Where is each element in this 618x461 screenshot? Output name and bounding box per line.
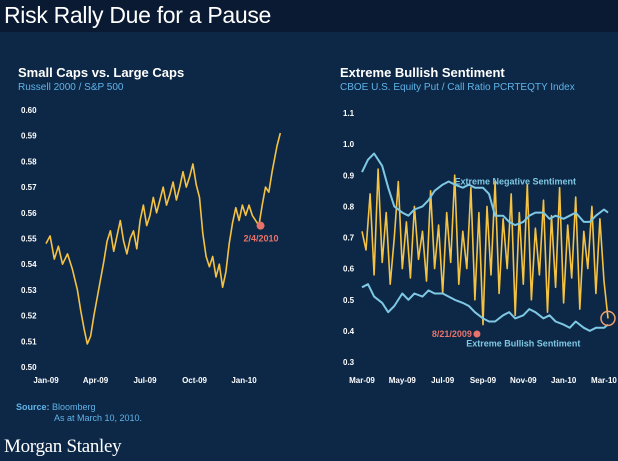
- y-tick-label: 0.54: [21, 260, 37, 269]
- y-tick-label: 0.52: [21, 312, 37, 321]
- annotation-label: Extreme Bullish Sentiment: [466, 338, 580, 348]
- y-tick-label: 0.50: [21, 363, 37, 372]
- y-tick-label: 0.3: [343, 358, 355, 367]
- page-title: Risk Rally Due for a Pause: [4, 2, 272, 28]
- x-tick-label: Jan-10: [551, 376, 577, 385]
- x-tick-label: Jul-09: [431, 376, 455, 385]
- left-chart-title: Small Caps vs. Large Caps: [18, 65, 185, 80]
- y-tick-label: 0.59: [21, 132, 37, 141]
- annotation-marker: [473, 330, 481, 338]
- y-tick-label: 0.60: [21, 106, 37, 115]
- y-tick-label: 0.7: [343, 234, 355, 243]
- x-tick-label: Mar-10: [591, 376, 617, 385]
- x-tick-label: Sep-09: [470, 376, 497, 385]
- series-line: [361, 283, 609, 332]
- y-tick-label: 0.53: [21, 286, 37, 295]
- y-tick-label: 1.1: [343, 109, 355, 118]
- y-tick-label: 0.6: [343, 265, 355, 274]
- annotation-label: 8/21/2009: [432, 329, 472, 339]
- x-tick-label: Nov-09: [510, 376, 537, 385]
- series-line: [361, 152, 609, 227]
- x-tick-label: Apr-09: [83, 376, 109, 385]
- right-chart-subtitle: CBOE U.S. Equity Put / Call Ratio PCRTEQ…: [340, 82, 575, 93]
- x-tick-label: Jan-10: [231, 376, 257, 385]
- latest-value-highlight: [600, 310, 616, 327]
- morgan-stanley-logo: Morgan Stanley: [4, 436, 122, 457]
- x-tick-label: Jan-09: [33, 376, 59, 385]
- y-tick-label: 0.4: [343, 327, 355, 336]
- annotation-marker: [256, 221, 265, 230]
- y-tick-label: 0.56: [21, 209, 37, 218]
- x-tick-label: May-09: [389, 376, 417, 385]
- y-tick-label: 0.8: [343, 202, 355, 211]
- source-text: Bloomberg: [52, 402, 96, 412]
- y-tick-label: 0.55: [21, 235, 37, 244]
- y-tick-label: 1.0: [343, 140, 355, 149]
- series-line: [45, 132, 282, 345]
- y-tick-label: 0.5: [343, 296, 355, 305]
- annotation-label: Extreme Negative Sentiment: [454, 176, 576, 186]
- y-tick-label: 0.57: [21, 183, 37, 192]
- y-tick-label: 0.51: [21, 337, 37, 346]
- right-chart-title: Extreme Bullish Sentiment: [340, 65, 505, 80]
- source-label: Source:: [16, 402, 50, 412]
- as-at-date: As at March 10, 2010.: [54, 413, 143, 423]
- x-tick-label: Jul-09: [133, 376, 157, 385]
- y-tick-label: 0.58: [21, 157, 37, 166]
- source-note: Source: Bloomberg As at March 10, 2010.: [16, 402, 142, 424]
- y-tick-label: 0.9: [343, 171, 355, 180]
- series-line: [361, 168, 609, 326]
- header-bar: [0, 0, 618, 32]
- left-chart-subtitle: Russell 2000 / S&P 500: [18, 82, 124, 93]
- annotation-label: 2/4/2010: [244, 234, 279, 244]
- x-tick-label: Mar-09: [349, 376, 375, 385]
- x-tick-label: Oct-09: [182, 376, 207, 385]
